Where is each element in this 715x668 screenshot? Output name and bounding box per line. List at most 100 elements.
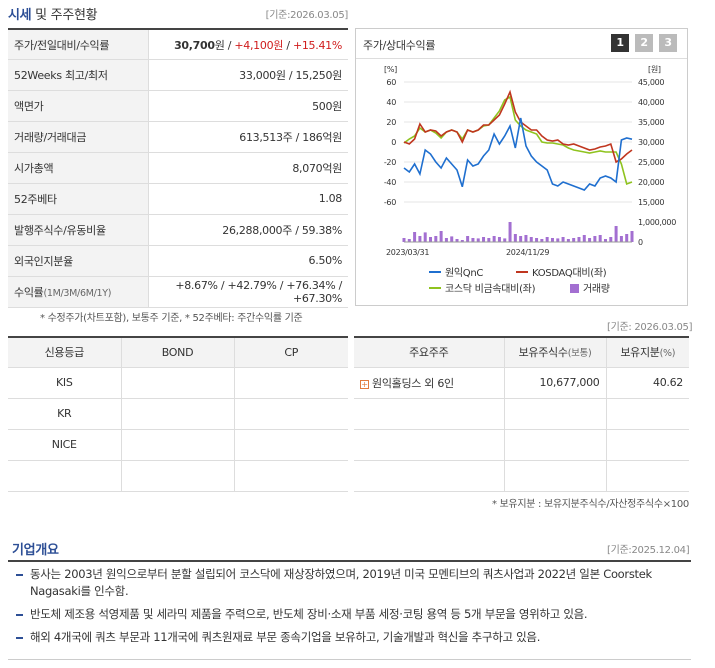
row-label: 52주베타: [8, 183, 149, 215]
volume-bar: [513, 234, 517, 242]
col-header: CP: [234, 337, 348, 368]
cell: KR: [8, 398, 122, 430]
volume-bar: [619, 236, 623, 242]
left-tick-label: 60: [386, 78, 396, 87]
cell: [234, 460, 348, 492]
volume-bar: [407, 239, 411, 242]
volume-bar: [497, 237, 501, 242]
table-row: [354, 429, 689, 461]
holder-pct-cell: 40.62: [606, 367, 689, 399]
cell: [234, 398, 348, 430]
holders-date: [기준: 2026.03.05]: [607, 322, 693, 333]
row-value: 1.08: [148, 183, 348, 215]
volume-bar: [614, 226, 618, 242]
overview-title: 기업개요: [12, 543, 59, 558]
volume-bar: [460, 240, 464, 242]
volume-bar: [476, 238, 480, 242]
section-title: 시세 및 주주현황: [8, 8, 98, 23]
table-row: KR: [8, 398, 348, 430]
row-label: 거래량/거래대금: [8, 121, 149, 154]
volume-bar: [540, 239, 544, 242]
right-tick-label: 20,000: [638, 178, 664, 187]
volume-bar: [603, 239, 607, 242]
volume-bar: [482, 237, 486, 242]
chart-page-2-button[interactable]: 2: [635, 34, 653, 52]
table-row: 52주베타 1.08: [8, 183, 348, 215]
table-row: + 원익홀딩스 외 6인 10,677,000 40.62: [354, 367, 689, 399]
cell: KIS: [8, 367, 122, 399]
holder-shares-cell: 10,677,000: [504, 367, 607, 399]
credit-rating-table: 신용등급 BOND CP KIS KR NICE: [8, 336, 348, 492]
row-label: 52Weeks 최고/최저: [8, 59, 149, 92]
chart-page-1-button[interactable]: 1: [611, 34, 629, 52]
overview-list: 동사는 2003년 원익으로부터 분할 설립되어 코스닥에 재상장하였으며, 2…: [14, 566, 694, 652]
cell: [8, 460, 122, 492]
table-row: 시가총액 8,070억원: [8, 152, 348, 184]
left-tick-label: -20: [384, 158, 396, 167]
row-label: 수익률(1M/3M/6M/1Y): [8, 276, 149, 308]
list-item: 동사는 2003년 원익으로부터 분할 설립되어 코스닥에 재상장하였으며, 2…: [14, 566, 694, 600]
table-header-row: 주요주주 보유주식수(보통) 보유지분(%): [354, 337, 689, 368]
col-header: 신용등급: [8, 337, 122, 368]
right-tick-label: 25,000: [638, 158, 664, 167]
divider: [8, 659, 691, 660]
table-row: 발행주식수/유동비율 26,288,000주 / 59.38%: [8, 214, 348, 246]
cell: NICE: [8, 429, 122, 461]
left-tick-label: 0: [391, 138, 396, 147]
list-item: 반도체 제조용 석영제품 및 세라믹 제품을 주력으로, 반도체 장비·소재 부…: [14, 606, 694, 623]
table-header-row: 신용등급 BOND CP: [8, 337, 348, 368]
volume-bar: [413, 232, 417, 242]
volume-bar: [545, 237, 549, 242]
volume-bar: [423, 232, 427, 242]
legend-label: 원익QnC: [445, 267, 483, 279]
holder-name-cell[interactable]: + 원익홀딩스 외 6인: [354, 367, 505, 399]
volume-bar: [593, 236, 597, 242]
overview-date: [기준:2025.12.04]: [607, 545, 690, 556]
right-tick-label: 45,000: [638, 78, 664, 87]
row-label: 발행주식수/유동비율: [8, 214, 149, 246]
table-row: 액면가 500원: [8, 90, 348, 123]
chart-title: 주가/상대수익률: [363, 39, 436, 52]
list-item: 해외 4개국에 쿼츠 부문과 11개국에 쿼츠원재료 부문 종속기업을 보유하고…: [14, 629, 694, 646]
volume-bar: [471, 238, 475, 242]
table-row: KIS: [8, 367, 348, 399]
row-value: 500원: [148, 90, 348, 123]
table-row: 외국인지분율 6.50%: [8, 245, 348, 277]
legend-swatch: [570, 284, 579, 293]
table-row: [354, 460, 689, 492]
row-label: 액면가: [8, 90, 149, 123]
cell: [121, 429, 235, 461]
major-holders-table: 주요주주 보유주식수(보통) 보유지분(%) + 원익홀딩스 외 6인 10,67…: [354, 336, 689, 492]
left-tick-label: -60: [384, 198, 396, 207]
volume-bar: [439, 231, 443, 242]
chart-page-3-button[interactable]: 3: [659, 34, 677, 52]
volume-bar: [402, 238, 406, 242]
right-axis-unit: [원]: [648, 65, 661, 74]
volume-bar: [492, 236, 496, 242]
volume-bar: [630, 231, 634, 242]
volume-bar: [455, 239, 459, 242]
volume-bar: [429, 237, 433, 242]
row-value: 8,070억원: [148, 152, 348, 184]
date-label: [기준:2026.03.05]: [265, 10, 349, 21]
holders-note: * 보유지분 : 보유지분주식수/자산정주식수×100: [491, 499, 689, 510]
volume-bar: [561, 237, 565, 242]
volume-bar: [487, 238, 491, 242]
volume-bar: [535, 238, 539, 242]
right-tick-label: 35,000: [638, 118, 664, 127]
expand-plus-icon[interactable]: +: [360, 379, 369, 389]
table-row: 52Weeks 최고/최저 33,000원 / 15,250원: [8, 59, 348, 92]
chart-header: 주가/상대수익률 1 2 3: [356, 29, 687, 59]
volume-bar: [625, 234, 629, 242]
volume-tick-label: 1,000,000: [638, 218, 676, 227]
left-axis-unit: [%]: [384, 65, 397, 74]
right-tick-label: 15,000: [638, 198, 664, 207]
legend-label: KOSDAQ대비(좌): [532, 267, 607, 279]
volume-bar: [598, 235, 602, 242]
volume-bar: [508, 222, 512, 242]
table-row: 주가/전일대비/수익률 30,700원 / +4,100원 / +15.41%: [8, 29, 348, 61]
cell: [121, 398, 235, 430]
volume-bar: [577, 237, 581, 242]
volume-bar: [503, 238, 507, 242]
volume-bar: [588, 238, 592, 242]
